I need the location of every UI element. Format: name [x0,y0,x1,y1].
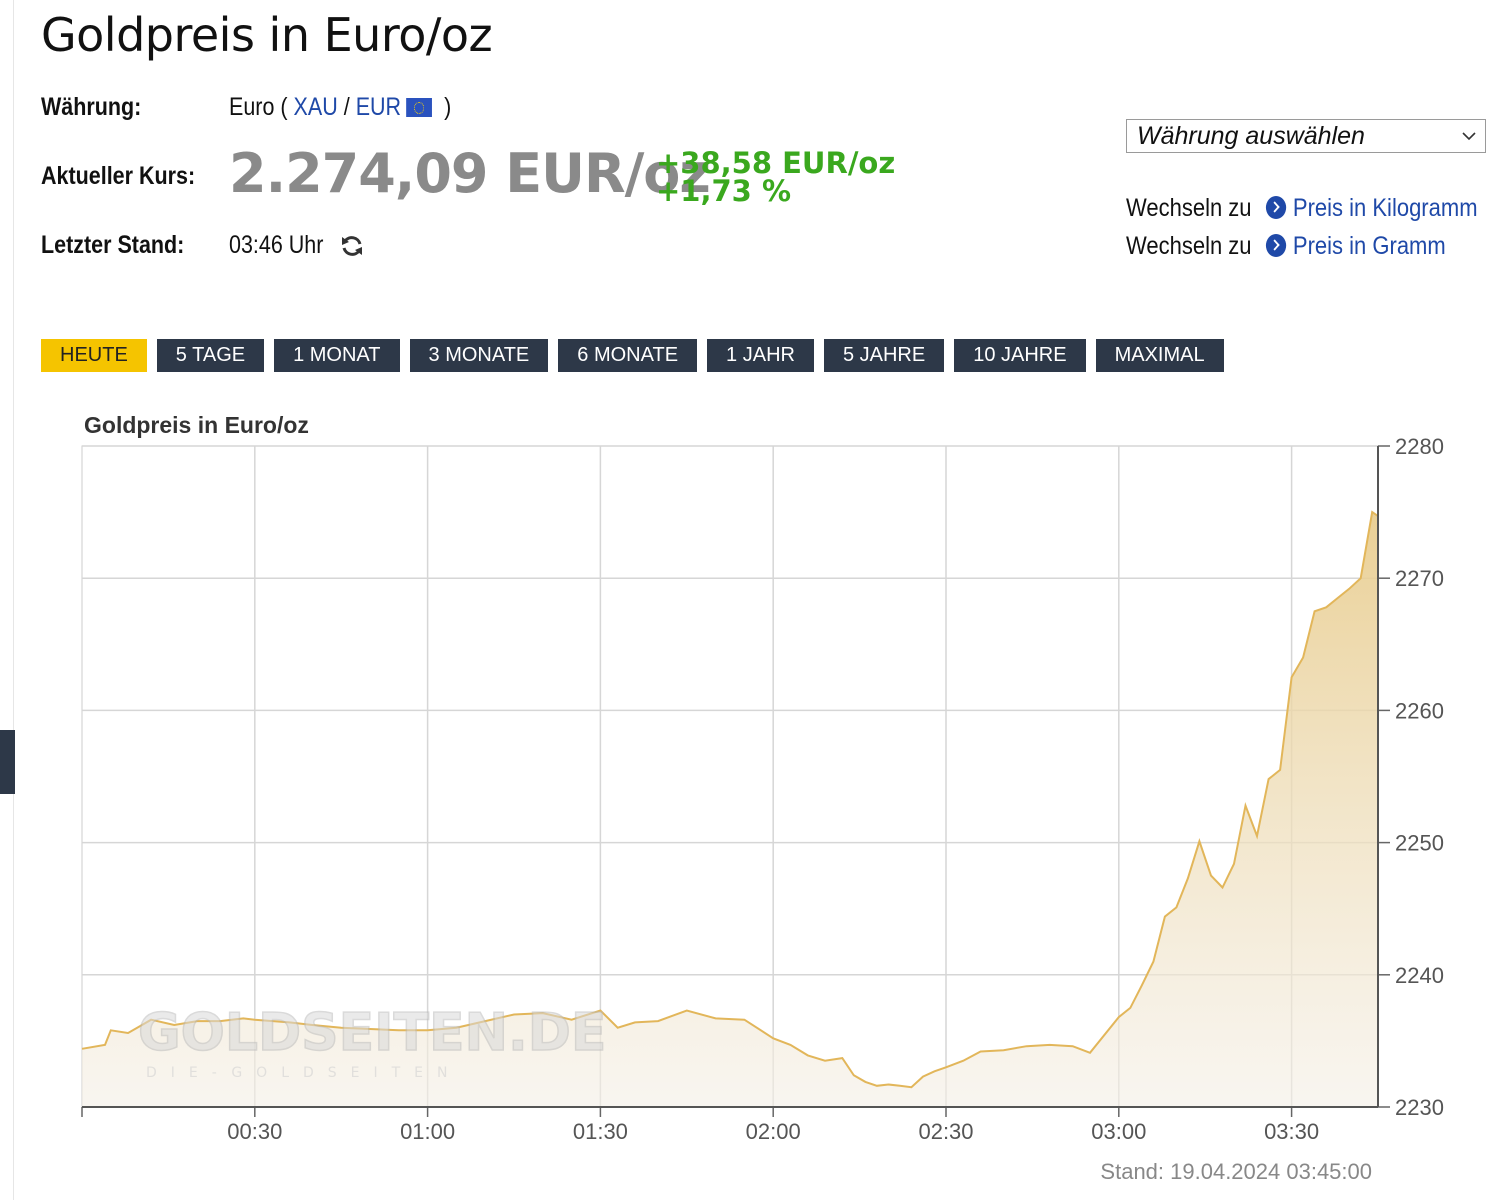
x-tick-label: 02:30 [918,1119,973,1144]
watermark: GOLDSEITEN.DE DIE-GOLDSEITEN [137,1002,607,1081]
x-tick-label: 01:30 [573,1119,628,1144]
watermark-main: GOLDSEITEN.DE [138,1003,606,1063]
current-price: 2.274,09 EUR/oz [229,142,711,205]
price-area [82,512,1378,1107]
y-tick-label: 2260 [1395,698,1444,723]
tab-3-monate[interactable]: 3 MONATE [409,339,549,372]
y-tick-label: 2250 [1395,831,1444,856]
chart-footer: Stand: 19.04.2024 03:45:00 [1100,1159,1372,1184]
tab-5-tage[interactable]: 5 TAGE [156,339,265,372]
tab-5-jahre[interactable]: 5 JAHRE [823,339,945,372]
x-tick-label: 03:30 [1264,1119,1319,1144]
rate-label: Aktueller Kurs: [41,162,196,190]
gold-price-chart: Goldpreis in Euro/oz GOLDSEITEN.DE DIE-G… [81,412,1444,1184]
range-tabs: HEUTE 5 TAGE 1 MONAT 3 MONATE 6 MONATE 1… [41,339,1224,372]
side-tab[interactable] [0,730,15,794]
slash: / [343,93,350,121]
switch-prefix: Wechseln zu [1126,232,1252,260]
switch-kilogram-row: Wechseln zu Preis in Kilogramm [1126,194,1478,223]
tab-10-jahre[interactable]: 10 JAHRE [954,339,1086,372]
xau-link[interactable]: XAU [293,93,338,121]
link-preis-gramm[interactable]: Preis in Gramm [1292,232,1446,260]
chevron-right-circle-icon[interactable] [1265,196,1286,219]
currency-name: Euro ( [229,93,288,121]
close-paren: ) [444,93,452,121]
switch-gramm-row: Wechseln zu Preis in Gramm [1126,232,1446,261]
price-line [81,510,1379,1089]
eur-link[interactable]: EUR [355,93,402,121]
currency-value: Euro ( XAU / EUR) [229,93,451,122]
tab-maximal[interactable]: MAXIMAL [1095,339,1224,372]
tab-1-monat[interactable]: 1 MONAT [274,339,400,372]
refresh-icon[interactable] [340,234,364,258]
page-title: Goldpreis in Euro/oz [41,8,493,62]
link-preis-kilogramm[interactable]: Preis in Kilogramm [1292,194,1478,222]
eu-flag-icon [406,98,433,117]
x-tick-label: 02:00 [746,1119,801,1144]
left-border [13,0,14,1200]
switch-prefix: Wechseln zu [1126,194,1252,222]
currency-label: Währung: [41,93,142,121]
tab-heute[interactable]: HEUTE [41,339,147,372]
x-tick-label: 00:30 [227,1119,282,1144]
x-tick-label: 01:00 [400,1119,455,1144]
chevron-right-circle-icon[interactable] [1265,234,1286,257]
watermark-sub: DIE-GOLDSEITEN [146,1065,462,1081]
change-absolute: +38,58 EUR/oz [656,146,896,180]
chart-title: Goldpreis in Euro/oz [84,412,309,438]
chevron-down-icon [1462,132,1476,141]
updated-label: Letzter Stand: [41,231,185,259]
y-tick-label: 2270 [1395,566,1444,591]
change-percent: +1,73 % [656,174,792,208]
currency-select[interactable]: Währung auswählen [1126,119,1486,153]
x-tick-label: 03:00 [1091,1119,1146,1144]
y-tick-label: 2280 [1395,434,1444,459]
y-tick-label: 2240 [1395,963,1444,988]
updated-value: 03:46 Uhr [229,231,324,259]
tab-6-monate[interactable]: 6 MONATE [558,339,698,372]
y-tick-label: 2230 [1395,1095,1444,1120]
tab-1-jahr[interactable]: 1 JAHR [707,339,814,372]
currency-select-value: Währung auswählen [1137,122,1365,150]
